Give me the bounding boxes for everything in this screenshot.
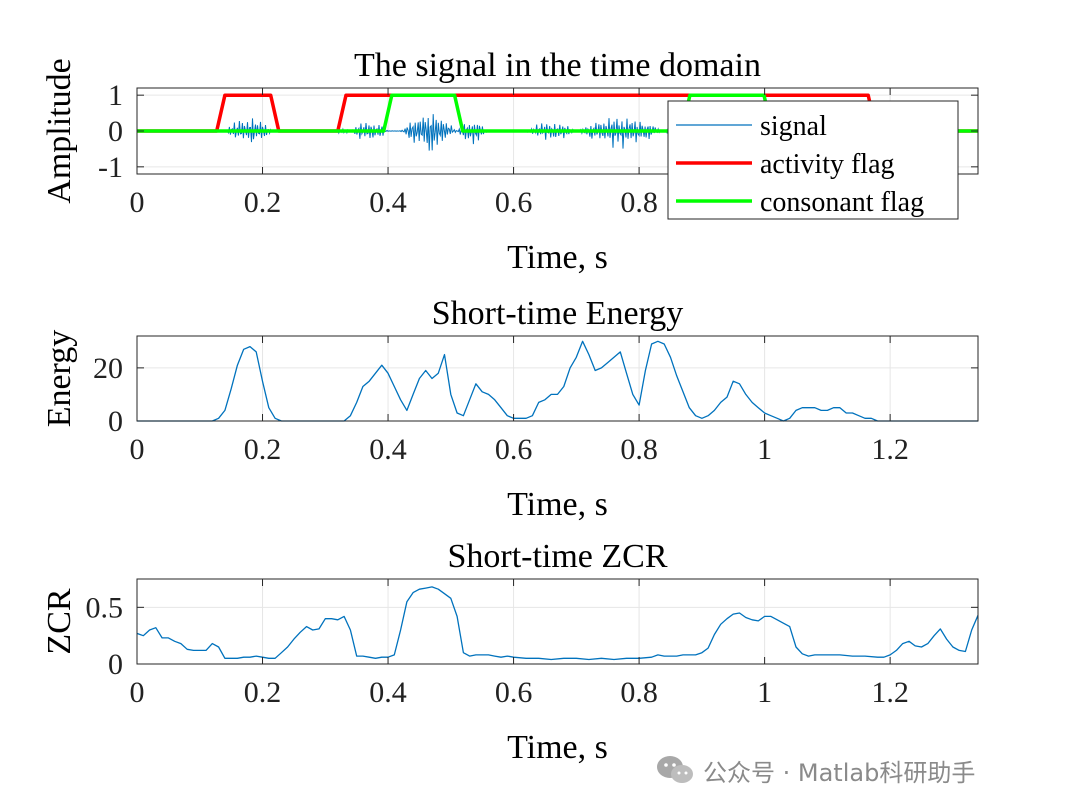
x-axis-label: Time, s <box>507 239 608 276</box>
x-tick-label: 0.2 <box>244 186 282 219</box>
subplot-2: 0 0.2 0.4 0.6 0.8 1 1.2 0 20 Short-time Energy Tim… <box>41 295 979 523</box>
wechat-icon <box>657 756 693 783</box>
x-tick-label: 0.8 <box>620 433 658 466</box>
axes-frame <box>136 578 979 665</box>
x-tick-label: 0.6 <box>495 433 533 466</box>
legend-entry: signal <box>760 111 827 142</box>
x-tick-label: 1.2 <box>871 676 909 709</box>
watermark-text: 公众号 · Matlab科研助手 <box>703 758 976 787</box>
watermark: 公众号 · Matlab科研助手 <box>655 752 975 788</box>
x-tick-label: 0.4 <box>369 676 407 709</box>
x-axis-label: Time, s <box>507 729 608 766</box>
x-tick-label: 0.6 <box>495 676 533 709</box>
x-tick-label: 0.2 <box>244 676 282 709</box>
x-axis-label: Time, s <box>507 486 608 523</box>
chart-title: Short-time ZCR <box>447 538 667 575</box>
chart-title: Short-time Energy <box>432 295 684 332</box>
x-tick-label: 0.4 <box>369 186 407 219</box>
x-tick-label: 0.6 <box>495 186 533 219</box>
x-tick-label: 0 <box>130 433 145 466</box>
legend-entry: consonant flag <box>760 187 924 218</box>
series-line-energy <box>137 340 978 422</box>
y-tick-label: 1 <box>108 79 123 112</box>
axes-frame <box>136 335 979 422</box>
y-tick-label: 0 <box>108 405 123 438</box>
y-tick-label: 20 <box>93 352 123 385</box>
x-tick-label: 0 <box>130 186 145 219</box>
subplot-3: 0 0.2 0.4 0.6 0.8 1 1.2 0 0.5 Short-time ZCR Time,… <box>41 538 979 766</box>
y-tick-label: -1 <box>98 151 123 184</box>
x-tick-label: 0.8 <box>620 186 658 219</box>
y-axis-label: Energy <box>41 330 78 428</box>
chart-title: The signal in the time domain <box>354 47 761 84</box>
y-axis-label: ZCR <box>41 588 78 654</box>
y-tick-label: 0 <box>108 115 123 148</box>
x-tick-label: 0.4 <box>369 433 407 466</box>
x-tick-label: 0.2 <box>244 433 282 466</box>
series-group <box>137 340 978 422</box>
y-tick-label: 0.5 <box>86 591 124 624</box>
plot-area <box>137 336 978 421</box>
x-tick-label: 1.2 <box>871 433 909 466</box>
x-tick-label: 1 <box>757 433 772 466</box>
legend: signal activity flag consonant flag <box>667 100 959 220</box>
y-axis-label: Amplitude <box>41 58 78 203</box>
series-line-zcr <box>137 586 978 661</box>
series-group <box>137 586 978 661</box>
x-tick-label: 0 <box>130 676 145 709</box>
x-tick-label: 0.8 <box>620 676 658 709</box>
legend-entry: activity flag <box>760 149 895 180</box>
x-tick-label: 1 <box>757 676 772 709</box>
y-tick-label: 0 <box>108 648 123 681</box>
plot-area <box>137 579 978 664</box>
